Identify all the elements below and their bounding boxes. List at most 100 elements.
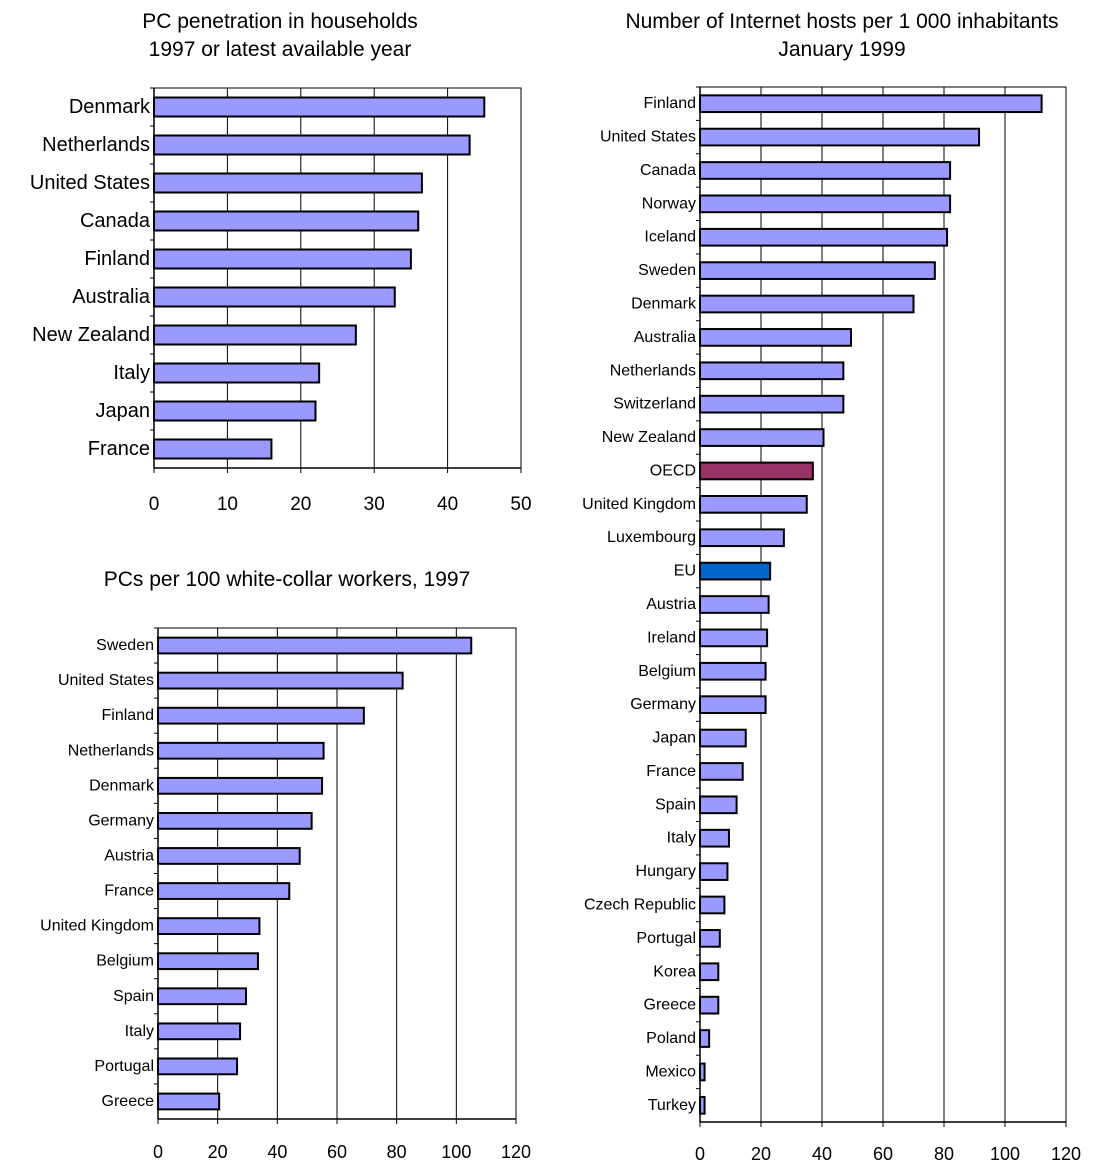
category-label: Poland [646,1030,696,1047]
bars [153,96,486,460]
bar-denmark [699,294,915,314]
bar-united-kingdom [699,494,808,514]
bar-france [699,762,744,781]
bar-finland [157,706,365,725]
bar-germany [699,695,767,715]
category-label: Portugal [636,930,696,947]
internet-hosts-chart: Number of Internet hosts per 1 000 inhab… [582,10,1081,1164]
bar-portugal [699,929,721,948]
bar-united-states [157,671,404,690]
bar-czech-republic [699,895,726,915]
category-label: France [646,763,696,780]
bar-netherlands [699,361,845,381]
bar-austria [157,847,301,865]
category-label: Japan [652,730,696,747]
bar-japan [699,728,747,748]
gridlines [217,628,457,1119]
bar-austria [699,595,770,614]
category-label: United Kingdom [582,496,696,513]
bars [699,94,1043,1115]
category-label: Mexico [645,1063,696,1080]
category-label: Canada [640,162,696,179]
tick-labels: 0 20 40 60 80 100 120 [153,1142,531,1162]
chart-title: PC penetration in households [142,10,418,33]
category-label: EU [674,563,696,580]
x-tick-label: 20 [290,494,311,515]
bar-hungary [699,862,729,881]
category-label: Ireland [647,629,696,646]
bar-australia [699,328,852,347]
pc-households-chart: PC penetration in households 1997 or lat… [30,10,532,515]
x-tick-label: 60 [327,1142,347,1162]
gridlines [760,87,1006,1122]
bar-germany [157,812,313,830]
bar-canada [153,210,420,232]
bar-belgium [157,952,259,971]
category-label: Finland [102,707,154,724]
category-label: Iceland [644,229,696,246]
category-label: New Zealand [32,324,150,346]
category-label: Italy [667,830,696,847]
category-label: Denmark [631,296,697,313]
category-label: Australia [72,286,151,308]
bar-italy [157,1022,242,1041]
category-label: Italy [125,1023,154,1040]
category-label: Denmark [69,96,151,118]
category-label: Austria [646,596,696,613]
chart-title: PCs per 100 white-collar workers, 1997 [104,568,471,591]
category-label: New Zealand [602,429,696,446]
category-label: Germany [630,696,696,713]
category-label: Switzerland [613,396,696,413]
bar-netherlands [157,741,325,760]
bar-korea [699,962,720,982]
bar-france [157,882,291,900]
x-tick-label: 80 [387,1142,407,1162]
bar-eu [699,561,772,581]
bar-canada [699,161,952,180]
category-label: Sweden [638,262,696,279]
x-tick-label: 100 [990,1144,1020,1164]
category-label: Greece [644,997,697,1014]
chart-subtitle: January 1999 [778,38,905,61]
bar-poland [699,1029,711,1048]
plot-frame [696,86,1067,1127]
bar-greece [699,995,720,1015]
category-label: Sweden [96,637,154,654]
category-label: Denmark [89,777,155,794]
bar-portugal [157,1057,239,1076]
bar-oecd [699,461,814,481]
category-label: Portugal [94,1058,154,1075]
bar-australia [153,286,396,308]
bar-united-kingdom [157,917,261,935]
x-tick-label: 80 [934,1144,954,1164]
bar-italy [153,362,321,384]
bars [157,636,473,1111]
bar-norway [699,194,952,214]
chart-title: Number of Internet hosts per 1 000 inhab… [625,10,1058,33]
category-label: Finland [84,248,150,270]
category-label: Belgium [638,663,696,680]
x-tick-label: 60 [873,1144,893,1164]
chart-subtitle: 1997 or latest available year [149,38,412,61]
category-label: Finland [644,95,696,112]
bar-sweden [699,261,936,280]
bar-belgium [699,661,767,681]
x-tick-label: 0 [149,494,160,515]
category-label: Luxembourg [607,529,696,546]
bar-united-states [153,172,423,194]
bar-spain [699,795,738,815]
bar-denmark [157,776,324,795]
bar-united-states [699,127,981,147]
bar-new-zealand [153,324,357,346]
category-label: United States [600,129,696,146]
x-tick-label: 20 [751,1144,771,1164]
tick-labels: 0 20 40 60 80 100 120 [695,1144,1081,1164]
plot-frame [154,627,517,1124]
category-label: Netherlands [610,362,696,379]
category-label: Spain [113,988,154,1005]
x-tick-label: 100 [441,1142,471,1162]
category-label: Norway [642,195,696,212]
category-label: Netherlands [68,742,154,759]
tick-labels: 0 10 20 30 40 50 [149,494,532,515]
